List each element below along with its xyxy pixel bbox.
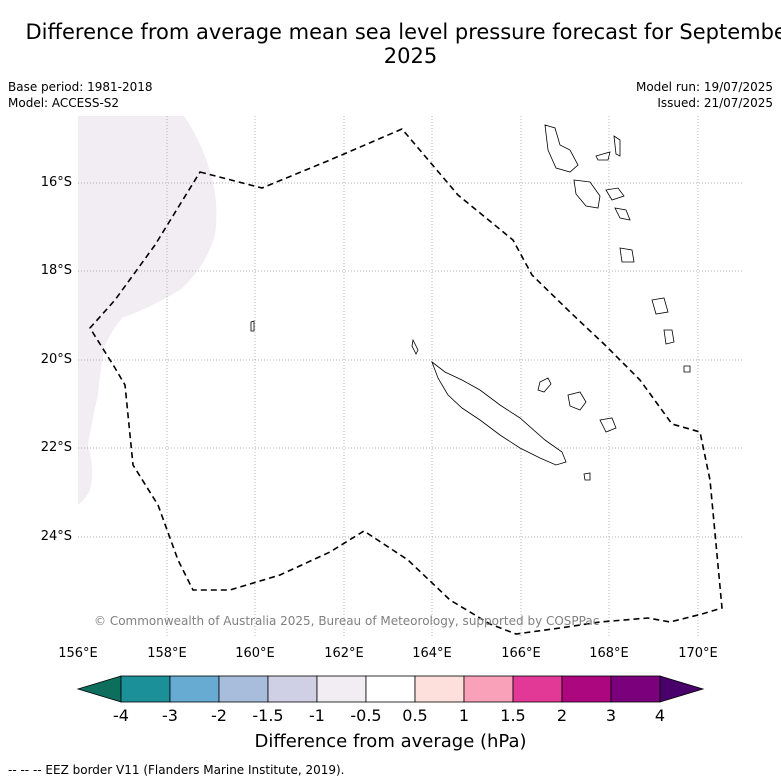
colorbar-tick-label: -0.5 <box>350 706 382 725</box>
colorbar-segment <box>561 675 612 703</box>
loyalty-island-mare <box>599 417 617 433</box>
colorbar-segment <box>316 675 367 703</box>
colorbar-segment <box>365 675 416 703</box>
lat-label-24s: 24°S <box>40 529 72 544</box>
coastlines <box>250 124 691 481</box>
lon-label-170e: 170°E <box>678 646 718 661</box>
meta-left: Base period: 1981-2018 Model: ACCESS-S2 <box>8 79 153 111</box>
colorbar-tick-label: 1.5 <box>500 706 526 725</box>
vanuatu-ambae <box>595 151 611 161</box>
vanuatu-pentecost <box>613 135 621 157</box>
new-caledonia-island <box>431 360 567 466</box>
colorbar-segment <box>267 675 318 703</box>
lat-label-16s: 16°S <box>40 175 72 190</box>
loyalty-island-ouvea <box>537 377 552 393</box>
isle-of-pines <box>583 472 591 481</box>
anomaly-region <box>78 116 217 505</box>
lon-label-156e: 156°E <box>58 646 98 661</box>
colorbar-under-triangle <box>76 675 122 703</box>
colorbar-segment <box>169 675 220 703</box>
vanuatu-ambrym <box>605 187 625 201</box>
vanuatu-epi <box>614 207 631 221</box>
colorbar-segment <box>120 675 171 703</box>
model-run: Model run: 19/07/2025 <box>635 80 773 94</box>
colorbar-segment <box>610 675 661 703</box>
colorbar-tick-label: 2 <box>556 706 568 725</box>
colorbar-tick-label: 4 <box>654 706 666 725</box>
colorbar-over-triangle <box>659 675 705 703</box>
lon-label-164e: 164°E <box>412 646 452 661</box>
vanuatu-aneityum <box>683 365 691 373</box>
colorbar-title: Difference from average (hPa) <box>254 731 527 752</box>
chesterfield-islet <box>250 320 255 332</box>
issued-date: Issued: 21/07/2025 <box>657 96 773 110</box>
lon-label-166e: 166°E <box>501 646 541 661</box>
colorbar-tick-label: 1 <box>458 706 470 725</box>
chart-title: Difference from average mean sea level p… <box>25 20 781 68</box>
colorbar-tick-label: -2 <box>211 706 227 725</box>
vanuatu-tanna <box>663 329 675 345</box>
eez-legend-footer: -- -- -- EEZ border V11 (Flanders Marine… <box>8 763 345 777</box>
lon-label-158e: 158°E <box>147 646 187 661</box>
vanuatu-erromango <box>651 297 669 315</box>
colorbar-segment <box>414 675 465 703</box>
vanuatu-malekula <box>573 179 601 209</box>
colorbar-tick-label: 0.5 <box>402 706 428 725</box>
lon-label-168e: 168°E <box>589 646 629 661</box>
meta-right: Model run: 19/07/2025 Issued: 21/07/2025 <box>636 79 773 111</box>
vanuatu-efate <box>619 247 635 263</box>
vanuatu-espiritu-santo <box>544 124 579 173</box>
colorbar-tick-label: -3 <box>162 706 178 725</box>
loyalty-island-lifou <box>567 391 587 411</box>
colorbar-tick-label: -4 <box>113 706 129 725</box>
model-name: Model: ACCESS-S2 <box>8 96 120 110</box>
colorbar-segment <box>463 675 514 703</box>
base-period: Base period: 1981-2018 <box>8 80 153 94</box>
colorbar-tick-label: -1.5 <box>252 706 284 725</box>
lon-label-162e: 162°E <box>324 646 364 661</box>
colorbar <box>76 675 705 703</box>
colorbar-tick-label: 3 <box>605 706 617 725</box>
lat-label-20s: 20°S <box>40 352 72 367</box>
copyright-notice: © Commonwealth of Australia 2025, Bureau… <box>94 614 600 628</box>
belep-island <box>411 338 419 355</box>
colorbar-tick-label: -1 <box>309 706 325 725</box>
lat-label-22s: 22°S <box>40 440 72 455</box>
colorbar-segment <box>218 675 269 703</box>
colorbar-segment <box>512 675 563 703</box>
eez-border <box>89 128 723 635</box>
lat-label-18s: 18°S <box>40 263 72 278</box>
lon-label-160e: 160°E <box>235 646 275 661</box>
